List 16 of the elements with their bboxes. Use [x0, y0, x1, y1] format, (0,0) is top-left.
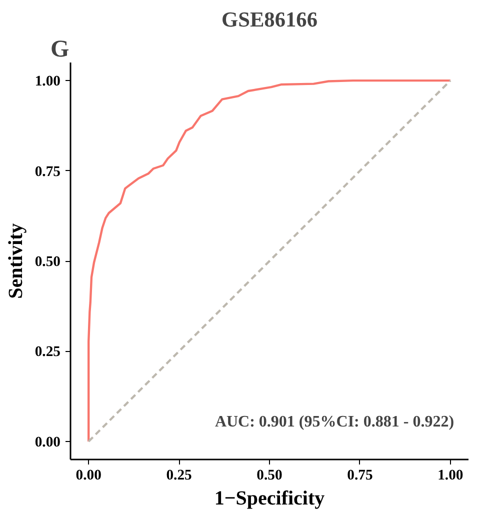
x-tick-label: 0.25: [166, 468, 192, 484]
x-axis-title: 1−Specificity: [214, 488, 325, 510]
y-axis-title: Sentivity: [4, 223, 27, 299]
chart-title: GSE86166: [222, 8, 318, 32]
x-tick-label: 0.50: [256, 468, 282, 484]
y-tick-label: 0.25: [34, 344, 61, 360]
y-tick-label: 1.00: [34, 74, 61, 90]
y-tick-label: 0.50: [34, 254, 61, 270]
y-tick-label: 0.00: [34, 434, 61, 450]
x-tick-label: 0.00: [76, 468, 102, 484]
annotation: AUC: 0.901 (95%CI: 0.881 - 0.922): [214, 414, 454, 431]
x-tick-label: 0.75: [347, 468, 373, 484]
y-tick-label: 0.75: [34, 164, 61, 180]
line-series: [87, 79, 452, 443]
text: G: [50, 36, 70, 62]
x-tick-label: 1.00: [438, 468, 464, 484]
